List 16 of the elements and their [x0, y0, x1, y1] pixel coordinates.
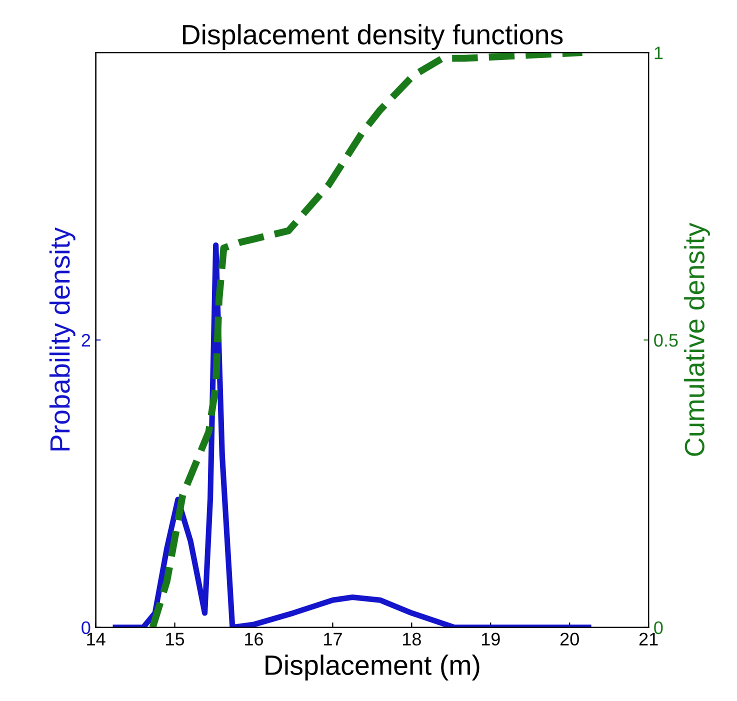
x-tick-label: 14 [87, 632, 106, 646]
y2-tick-label: 0.5 [654, 334, 678, 347]
x-tick-label: 16 [245, 632, 263, 646]
x-tick-label: 17 [324, 632, 342, 646]
x-tick-label: 19 [482, 632, 500, 646]
y-axis-title: Probability density [49, 227, 76, 450]
y2-axis-title: Cumulative density [684, 222, 710, 456]
x-axis-title: Displacement (m) [266, 654, 480, 681]
y2-tick-label: 1 [654, 46, 663, 60]
x-tick-label: 20 [560, 632, 579, 646]
chart-title: Displacement density functions [183, 24, 563, 50]
y-tick-label: 2 [82, 334, 90, 347]
y2-tick-label: 0 [654, 621, 663, 634]
x-tick-label: 18 [403, 632, 421, 646]
x-tick-label: 21 [639, 632, 658, 646]
x-tick-label: 15 [166, 632, 184, 646]
